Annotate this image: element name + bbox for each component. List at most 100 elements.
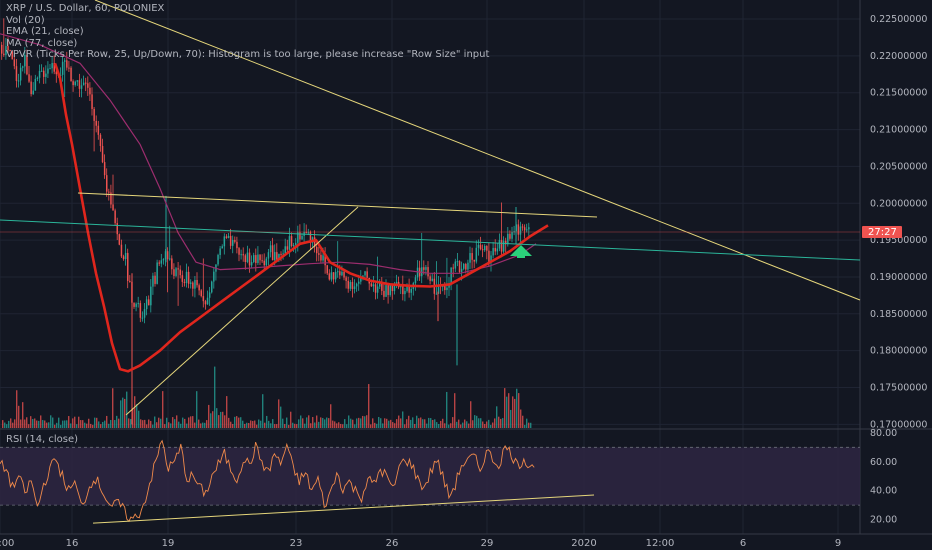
volume-bar xyxy=(8,420,10,428)
volume-bar xyxy=(78,416,80,428)
candle-body xyxy=(47,68,49,74)
volume-bar xyxy=(312,417,314,428)
volume-bar xyxy=(306,417,308,428)
rsi-tick-label: 40.00 xyxy=(870,486,897,497)
candle-body xyxy=(389,284,391,295)
volume-bar xyxy=(80,420,82,428)
legend-symbol[interactable]: XRP / U.S. Dollar, 60, POLONIEX xyxy=(6,3,165,14)
volume-bar xyxy=(292,422,294,428)
candle-body xyxy=(13,59,16,67)
candle-body xyxy=(232,240,234,246)
rsi-legend[interactable]: RSI (14, close) xyxy=(6,434,79,445)
candle-body xyxy=(225,236,228,238)
candle-body xyxy=(284,246,286,254)
volume-bar xyxy=(444,423,446,428)
legend-vpvr[interactable]: VPVR (Ticks Per Row, 25, Up/Down, 70): H… xyxy=(6,49,490,60)
volume-bar xyxy=(482,421,484,428)
volume-bar xyxy=(522,415,524,428)
volume-bar xyxy=(184,418,186,428)
candle-body xyxy=(246,252,249,263)
volume-bar xyxy=(148,419,150,428)
volume-bar xyxy=(456,421,458,428)
volume-bar xyxy=(468,423,470,428)
candle-body xyxy=(141,317,144,319)
candle-body xyxy=(360,276,362,282)
volume-bar xyxy=(52,417,54,428)
candle-body xyxy=(475,247,478,262)
candle-body xyxy=(5,46,7,56)
candle-body xyxy=(364,271,366,276)
candle-body xyxy=(326,265,328,274)
volume-bar xyxy=(484,423,486,428)
volume-bar xyxy=(12,422,14,428)
volume-bar xyxy=(74,416,76,428)
candle-body xyxy=(187,271,190,284)
candle-body xyxy=(217,254,219,265)
volume-bar xyxy=(318,421,320,428)
legend-volume[interactable]: Vol (20) xyxy=(6,14,45,26)
legend-ma[interactable]: MA (77, close) xyxy=(6,37,78,49)
candle-body xyxy=(414,277,417,284)
candle-body xyxy=(427,267,429,277)
volume-bar xyxy=(440,420,442,428)
candle-body xyxy=(34,78,37,91)
candle-body xyxy=(458,261,461,272)
volume-bar xyxy=(276,424,278,428)
candle-body xyxy=(402,284,404,295)
candle-body xyxy=(345,277,347,281)
candle-body xyxy=(498,240,501,249)
candle-body xyxy=(454,261,457,269)
volume-bar xyxy=(86,423,88,428)
x-tick-label: 9 xyxy=(835,538,841,549)
volume-bar xyxy=(268,420,270,428)
volume-bar xyxy=(94,417,96,428)
current-price-tag: 27:27 xyxy=(862,226,902,238)
volume-bar xyxy=(508,393,510,428)
candle-body xyxy=(238,248,240,255)
volume-bar xyxy=(302,418,304,428)
volume-bar xyxy=(222,411,224,428)
volume-bar xyxy=(254,420,256,428)
candle-body xyxy=(106,175,108,192)
x-tick-label: 23 xyxy=(290,538,303,549)
volume-bar xyxy=(390,419,392,428)
candle-body xyxy=(198,285,200,291)
volume-bar xyxy=(384,418,386,428)
y-tick-label: 0.22000000 xyxy=(870,51,927,62)
volume-bar xyxy=(434,419,436,428)
volume-bar xyxy=(430,418,432,428)
candle-body xyxy=(24,54,26,67)
volume-bar xyxy=(96,417,98,428)
volume-bar xyxy=(400,418,402,428)
volume-bar xyxy=(196,391,198,428)
volume-bar xyxy=(382,423,384,428)
volume-bar xyxy=(452,417,454,428)
volume-bar xyxy=(240,417,242,428)
candle-body xyxy=(471,253,473,260)
candle-body xyxy=(61,61,64,75)
candle-body xyxy=(481,249,484,251)
ma-line xyxy=(0,33,537,274)
candle-body xyxy=(425,267,427,270)
volume-bar xyxy=(486,421,488,428)
volume-bar xyxy=(118,418,120,428)
candle-body xyxy=(276,252,278,260)
volume-bar xyxy=(330,404,332,428)
candle-body xyxy=(213,271,215,282)
volume-bar xyxy=(370,424,372,428)
volume-bar xyxy=(476,415,478,428)
volume-bar xyxy=(480,418,482,428)
volume-bar xyxy=(316,415,318,428)
candle-body xyxy=(183,281,186,283)
candle-body xyxy=(108,191,110,193)
candle-body xyxy=(473,259,475,262)
volume-bar xyxy=(474,415,476,428)
candle-body xyxy=(271,245,274,261)
volume-bar xyxy=(414,424,416,428)
volume-bar xyxy=(160,418,162,428)
legend-ema[interactable]: EMA (21, close) xyxy=(6,26,84,37)
candle-body xyxy=(282,253,284,255)
volume-bar xyxy=(250,420,252,428)
candle-body xyxy=(169,258,171,260)
